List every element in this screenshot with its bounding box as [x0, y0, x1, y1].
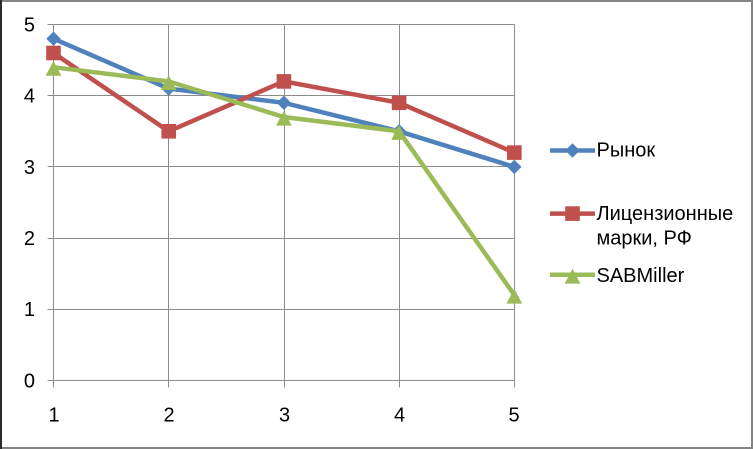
svg-text:2: 2	[163, 405, 174, 427]
svg-text:2: 2	[24, 228, 35, 250]
svg-text:1: 1	[48, 405, 59, 427]
svg-text:4: 4	[24, 86, 35, 108]
svg-text:5: 5	[508, 405, 519, 427]
svg-text:0: 0	[24, 370, 35, 392]
svg-text:4: 4	[394, 405, 405, 427]
svg-text:SABMiller: SABMiller	[597, 265, 685, 287]
svg-text:Лицензионные: Лицензионные	[597, 203, 734, 225]
svg-text:3: 3	[24, 157, 35, 179]
svg-text:5: 5	[24, 14, 35, 36]
svg-text:Рынок: Рынок	[597, 140, 656, 162]
svg-text:1: 1	[24, 299, 35, 321]
svg-text:марки, РФ: марки, РФ	[597, 228, 692, 250]
svg-text:3: 3	[279, 405, 290, 427]
